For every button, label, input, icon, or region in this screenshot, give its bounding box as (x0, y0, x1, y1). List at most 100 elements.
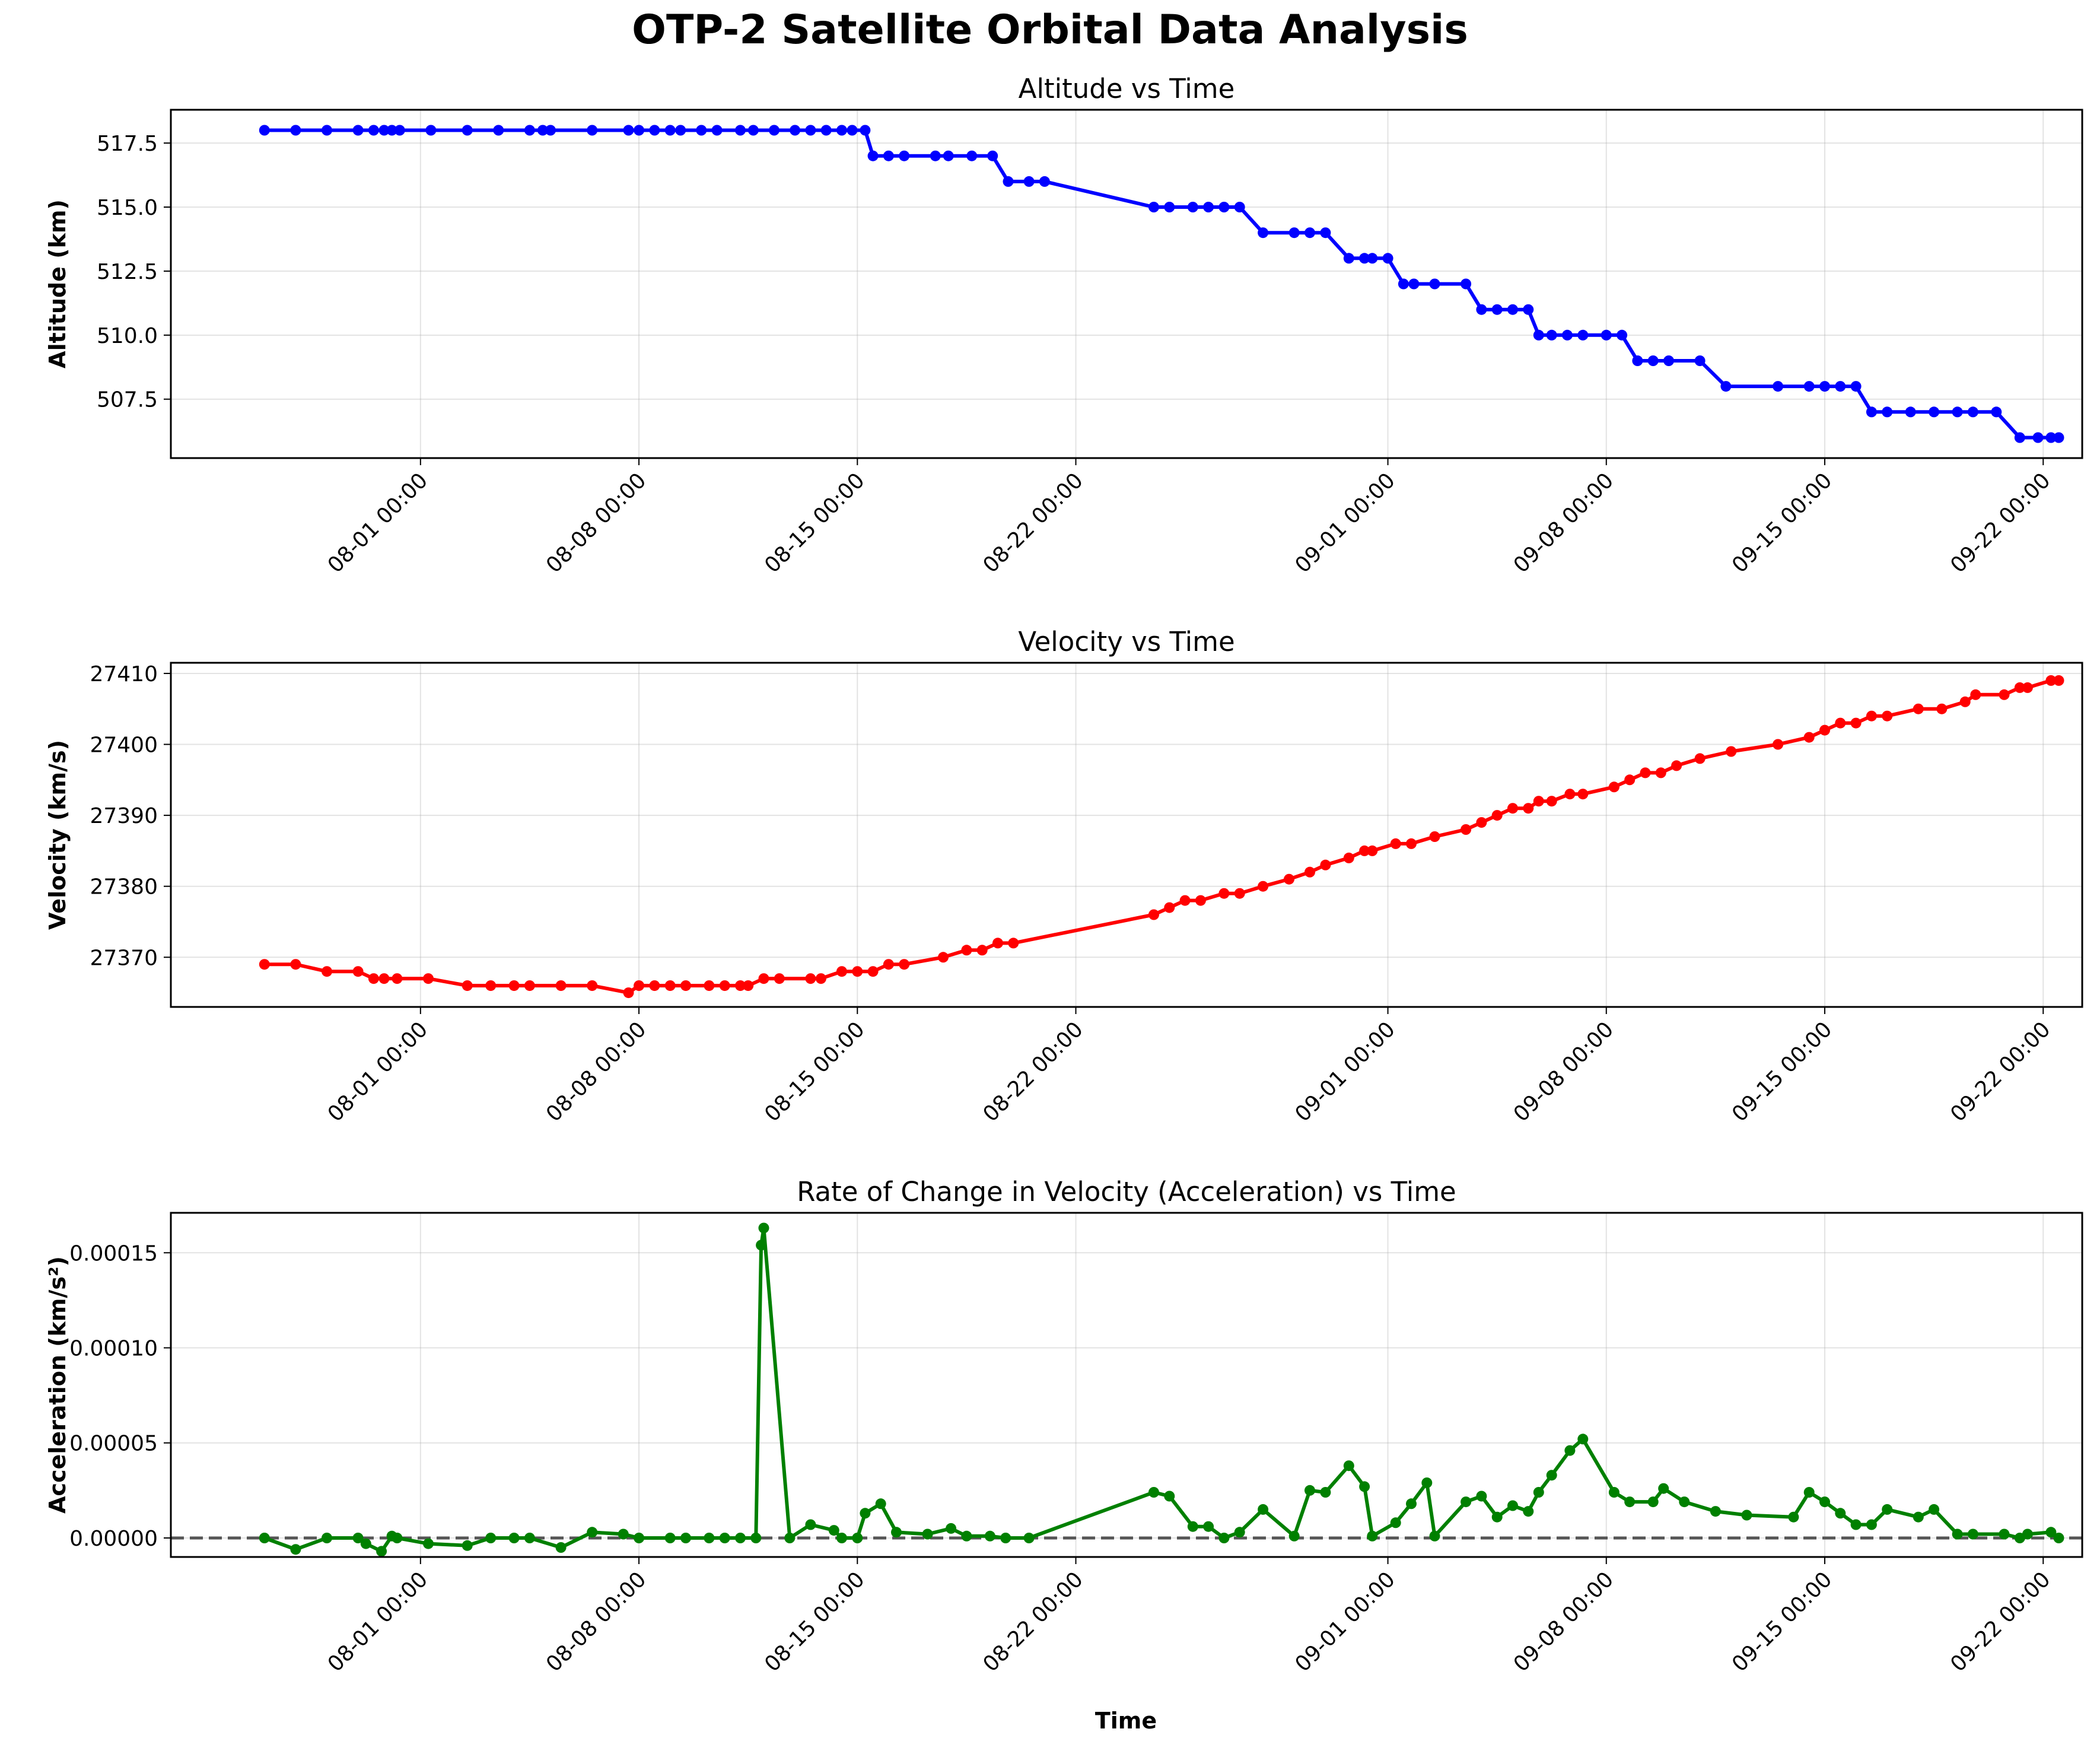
data-point (1913, 703, 1924, 714)
data-point (1258, 227, 1269, 239)
data-point (1773, 739, 1784, 750)
data-point (1429, 1530, 1440, 1542)
data-point (462, 980, 473, 992)
data-point (1523, 803, 1534, 814)
data-point (1601, 329, 1612, 341)
axes-frame (170, 1212, 2083, 1558)
data-point (1320, 859, 1331, 870)
data-point (1952, 1528, 1963, 1540)
data-point (1577, 1434, 1589, 1445)
data-point (1929, 406, 1940, 418)
data-point (587, 1527, 598, 1538)
data-point (378, 125, 390, 136)
data-point (618, 1528, 629, 1540)
data-point (704, 1533, 715, 1543)
data-point (1421, 1477, 1433, 1488)
data-point (1234, 888, 1245, 899)
data-point (992, 938, 1003, 949)
data-point (1288, 1530, 1300, 1542)
data-point (352, 966, 364, 977)
data-point (1406, 838, 1417, 849)
data-point (922, 1528, 933, 1540)
data-point (1148, 909, 1159, 920)
data-point (1624, 774, 1636, 786)
data-point (1663, 355, 1674, 366)
data-point (1195, 895, 1206, 906)
data-point (2045, 1527, 2057, 1538)
data-point (1258, 881, 1269, 892)
data-point (1164, 1491, 1175, 1502)
data-point (2022, 1528, 2033, 1540)
data-point (1835, 717, 1846, 729)
data-point (1187, 1521, 1198, 1532)
data-point (852, 966, 863, 977)
data-point (1476, 1491, 1487, 1502)
data-point (2022, 682, 2033, 693)
data-point (623, 125, 634, 136)
data-point (860, 125, 871, 136)
data-point (423, 973, 434, 984)
data-point (1694, 355, 1706, 366)
data-point (376, 1546, 387, 1557)
data-point (1304, 1485, 1315, 1496)
data-point (1726, 746, 1737, 757)
data-point (1491, 810, 1503, 821)
y-tick-label: 510.0 (97, 324, 158, 348)
data-point (508, 980, 520, 992)
data-point (1507, 803, 1518, 814)
data-point (587, 980, 598, 992)
data-point (1390, 1517, 1401, 1528)
data-point (946, 1523, 957, 1534)
data-point (1967, 1528, 1978, 1540)
data-point (634, 125, 645, 136)
data-point (875, 1498, 886, 1510)
y-tick-label: 507.5 (97, 388, 158, 412)
data-point (290, 1544, 301, 1555)
data-point (836, 966, 847, 977)
data-point (1148, 1487, 1159, 1498)
data-point (2045, 432, 2057, 443)
data-point (1218, 202, 1230, 212)
data-point (680, 980, 691, 992)
data-point (747, 125, 759, 136)
data-point (664, 1533, 676, 1543)
data-point (1608, 781, 1619, 793)
data-point (852, 1533, 863, 1543)
data-point (1203, 202, 1214, 212)
data-point (1655, 767, 1666, 778)
data-point (425, 125, 437, 136)
data-point (462, 125, 473, 136)
data-point (1398, 278, 1409, 290)
y-axis-label: Acceleration (km/s²) (44, 1256, 71, 1514)
data-point (1148, 202, 1159, 212)
data-point (735, 980, 746, 992)
data-point (1343, 1460, 1354, 1472)
data-point (883, 959, 894, 970)
data-point (704, 980, 715, 992)
data-point (1882, 710, 1893, 722)
data-point (1577, 789, 1589, 800)
data-point (1406, 1498, 1417, 1510)
data-point (976, 945, 988, 956)
data-point (1284, 873, 1294, 885)
data-point (1850, 381, 1862, 392)
data-point (860, 1508, 871, 1519)
data-point (537, 125, 548, 136)
data-point (1788, 1511, 1799, 1523)
y-tick-label: 27380 (90, 875, 158, 900)
data-point (847, 125, 858, 136)
data-point (815, 973, 826, 984)
data-point (1564, 1445, 1576, 1456)
data-point (360, 1538, 371, 1549)
data-point (1003, 176, 1014, 187)
data-point (1970, 689, 1981, 700)
x-axis-label: Time (1095, 1708, 1157, 1734)
data-point (1507, 1500, 1518, 1511)
data-point (1562, 329, 1573, 341)
data-point (938, 952, 949, 963)
data-point (664, 980, 676, 992)
data-point (1179, 895, 1191, 906)
data-point (1850, 1519, 1862, 1530)
